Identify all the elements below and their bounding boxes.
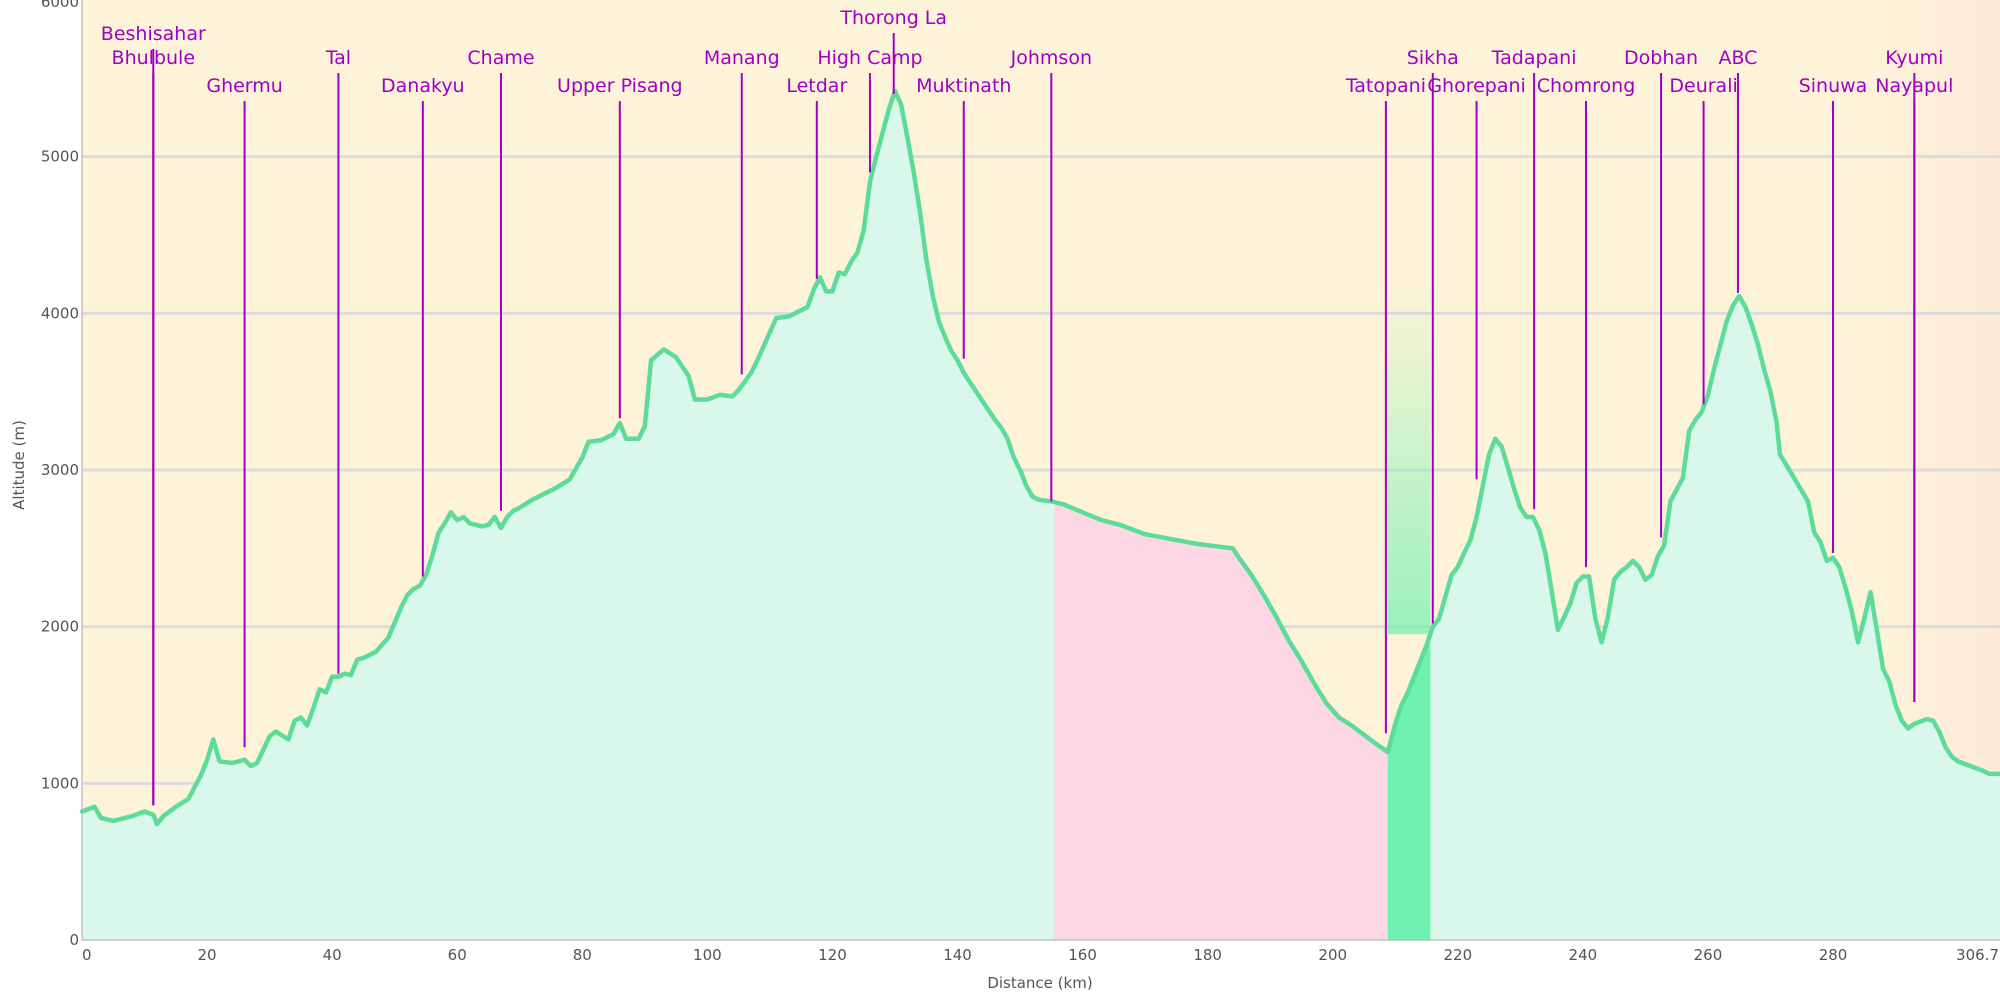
x-tick-label: 260 [1694, 946, 1723, 964]
x-tick-label: 100 [693, 946, 722, 964]
place-label: Upper Pisang [557, 75, 683, 97]
x-tick-label: 40 [323, 946, 342, 964]
place-label: Chomrong [1537, 75, 1636, 97]
y-tick-label: 0 [69, 931, 79, 949]
x-tick-label: 140 [943, 946, 972, 964]
place-label: Sikha [1407, 47, 1459, 69]
x-tick-label: 306.7 [1956, 946, 1999, 964]
x-tick-label: 120 [818, 946, 847, 964]
y-tick-label: 1000 [41, 774, 79, 792]
place-label: Letdar [786, 75, 847, 97]
y-tick-label: 4000 [41, 304, 79, 322]
x-axis-label: Distance (km) [987, 974, 1092, 992]
y-axis-label: Altitude (m) [10, 420, 28, 510]
place-label: ABC [1718, 47, 1757, 69]
place-label: Dobhan [1624, 47, 1698, 69]
place-label: Tadapani [1491, 47, 1577, 69]
highlight-section-glow [1388, 219, 1431, 634]
y-tick-label: 3000 [41, 461, 79, 479]
place-label: Bhulbule [112, 47, 195, 69]
place-label: High Camp [817, 47, 922, 69]
place-label: Tatopani [1345, 75, 1426, 97]
place-label: Beshisahar [101, 23, 206, 45]
x-tick-label: 280 [1819, 946, 1848, 964]
x-tick-label: 200 [1318, 946, 1347, 964]
x-tick-label: 60 [448, 946, 467, 964]
x-tick-label: 80 [573, 946, 592, 964]
place-label: Danakyu [381, 75, 465, 97]
x-tick-label: 180 [1193, 946, 1222, 964]
y-tick-label: 2000 [41, 618, 79, 636]
place-label: Tal [325, 47, 351, 69]
place-label: Ghorepani [1427, 75, 1526, 97]
place-label: Thorong La [839, 7, 947, 29]
place-label: Sinuwa [1799, 75, 1868, 97]
x-tick-label: 160 [1068, 946, 1097, 964]
place-label: Manang [704, 47, 780, 69]
place-label: Deurali [1669, 75, 1737, 97]
x-tick-label: 220 [1443, 946, 1472, 964]
y-tick-label: 6000 [41, 0, 79, 11]
place-label: Muktinath [916, 75, 1011, 97]
place-label: Nayapul [1875, 75, 1953, 97]
place-label: Kyumi [1885, 47, 1943, 69]
x-tick-label: 240 [1569, 946, 1598, 964]
place-label: Ghermu [206, 75, 282, 97]
place-label: Chame [467, 47, 534, 69]
place-label: Johmson [1010, 47, 1092, 69]
x-tick-label: 0 [82, 946, 92, 964]
y-tick-label: 5000 [41, 148, 79, 166]
x-tick-label: 20 [198, 946, 217, 964]
